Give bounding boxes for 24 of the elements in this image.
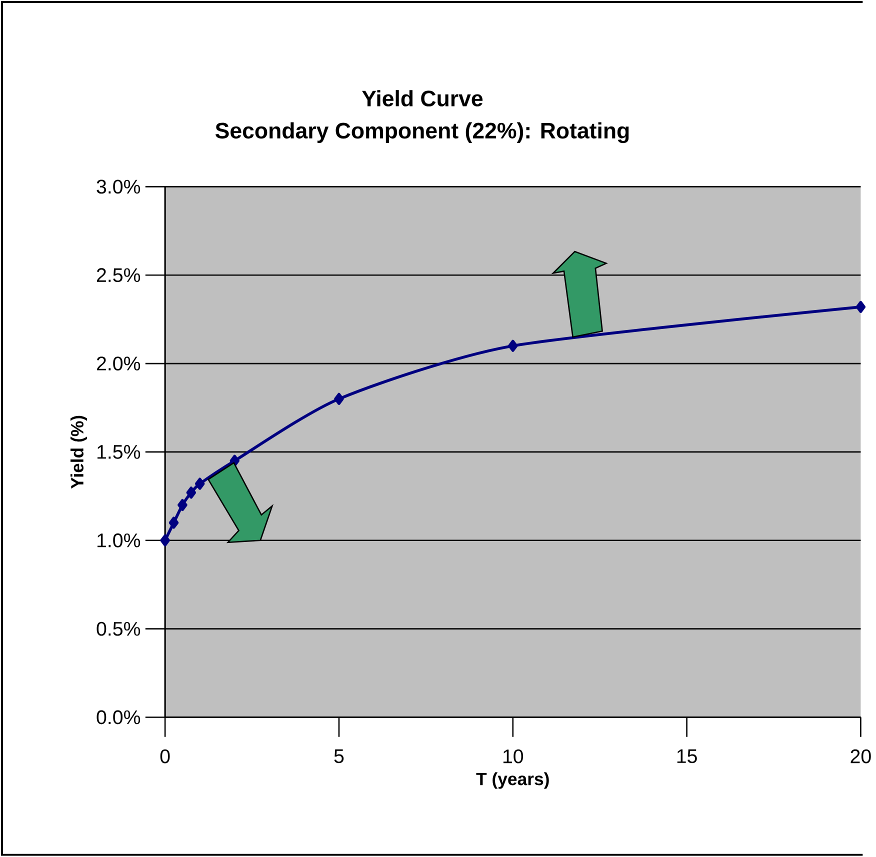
point (160, 534, 170, 547)
point (194, 478, 205, 490)
x-tick-label: 5 (334, 750, 344, 764)
point (856, 301, 866, 314)
x-tick-label: 0 (160, 749, 170, 764)
x-tick-label: 15 (677, 750, 697, 764)
point (334, 392, 344, 406)
y-tick-label: 2.5% (96, 268, 140, 282)
chart-subtitle: Secondary Component (22%): Rotating (215, 122, 629, 144)
point (186, 486, 196, 499)
chart-title: Yield Curve (362, 90, 483, 107)
y-tick-label: 1.0% (98, 534, 140, 548)
y-tick-label: 2.0% (96, 356, 140, 371)
x-tick-label: 10 (503, 749, 524, 764)
x-tick-label: 20 (850, 749, 871, 764)
point (168, 516, 179, 529)
y-tick-label: 0.0% (96, 710, 140, 724)
point (178, 499, 188, 512)
y-tick-label: 1.5% (98, 445, 140, 459)
y-axis-title: Yield (%) (70, 416, 88, 489)
y-tick-label: 0.5% (96, 622, 140, 636)
y-tick-label: 3.0% (96, 180, 140, 194)
point (508, 340, 518, 352)
x-axis-title: T (years) (476, 772, 549, 789)
